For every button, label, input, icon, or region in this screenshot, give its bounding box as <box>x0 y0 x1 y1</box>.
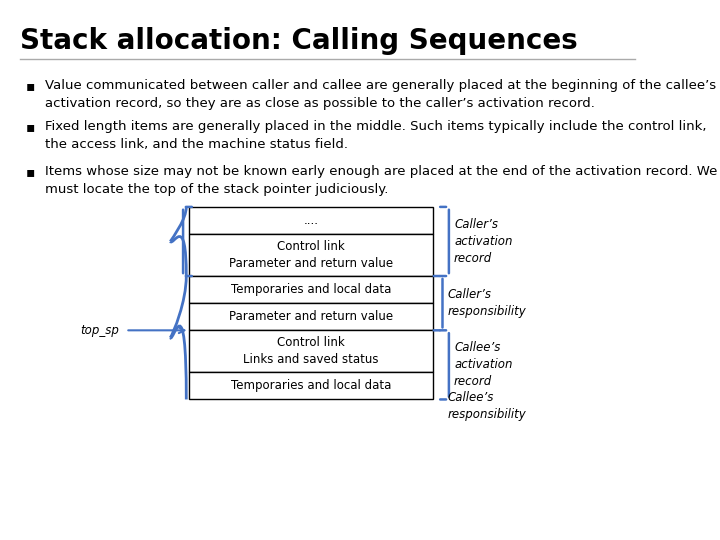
Text: Callee’s
responsibility: Callee’s responsibility <box>448 391 526 421</box>
Text: ▪: ▪ <box>26 165 35 179</box>
Text: Stack allocation: Calling Sequences: Stack allocation: Calling Sequences <box>19 26 577 55</box>
Text: ....: .... <box>304 214 319 227</box>
FancyBboxPatch shape <box>189 372 433 400</box>
Text: Value communicated between caller and callee are generally placed at the beginni: Value communicated between caller and ca… <box>45 78 716 110</box>
Text: ▪: ▪ <box>26 120 35 134</box>
Text: Unit – 6 : Run Time Memory Management    15    Darshan Institute of Engineering : Unit – 6 : Run Time Memory Management 15… <box>28 517 692 531</box>
Text: Items whose size may not be known early enough are placed at the end of the acti: Items whose size may not be known early … <box>45 165 718 196</box>
Text: Caller’s
activation
record: Caller’s activation record <box>454 218 513 265</box>
FancyBboxPatch shape <box>189 303 433 330</box>
FancyBboxPatch shape <box>189 330 433 372</box>
Text: Control link
Parameter and return value: Control link Parameter and return value <box>229 240 393 270</box>
FancyBboxPatch shape <box>189 207 433 234</box>
Text: Fixed length items are generally placed in the middle. Such items typically incl: Fixed length items are generally placed … <box>45 120 707 152</box>
Text: ▪: ▪ <box>26 78 35 92</box>
FancyBboxPatch shape <box>189 234 433 276</box>
FancyBboxPatch shape <box>189 276 433 303</box>
Text: Parameter and return value: Parameter and return value <box>229 310 393 323</box>
Text: Caller’s
responsibility: Caller’s responsibility <box>448 288 526 318</box>
Text: top_sp: top_sp <box>80 324 119 337</box>
Text: Control link
Links and saved status: Control link Links and saved status <box>243 336 379 366</box>
Text: Callee’s
activation
record: Callee’s activation record <box>454 341 513 388</box>
Text: Temporaries and local data: Temporaries and local data <box>231 380 392 393</box>
Text: Temporaries and local data: Temporaries and local data <box>231 283 392 296</box>
